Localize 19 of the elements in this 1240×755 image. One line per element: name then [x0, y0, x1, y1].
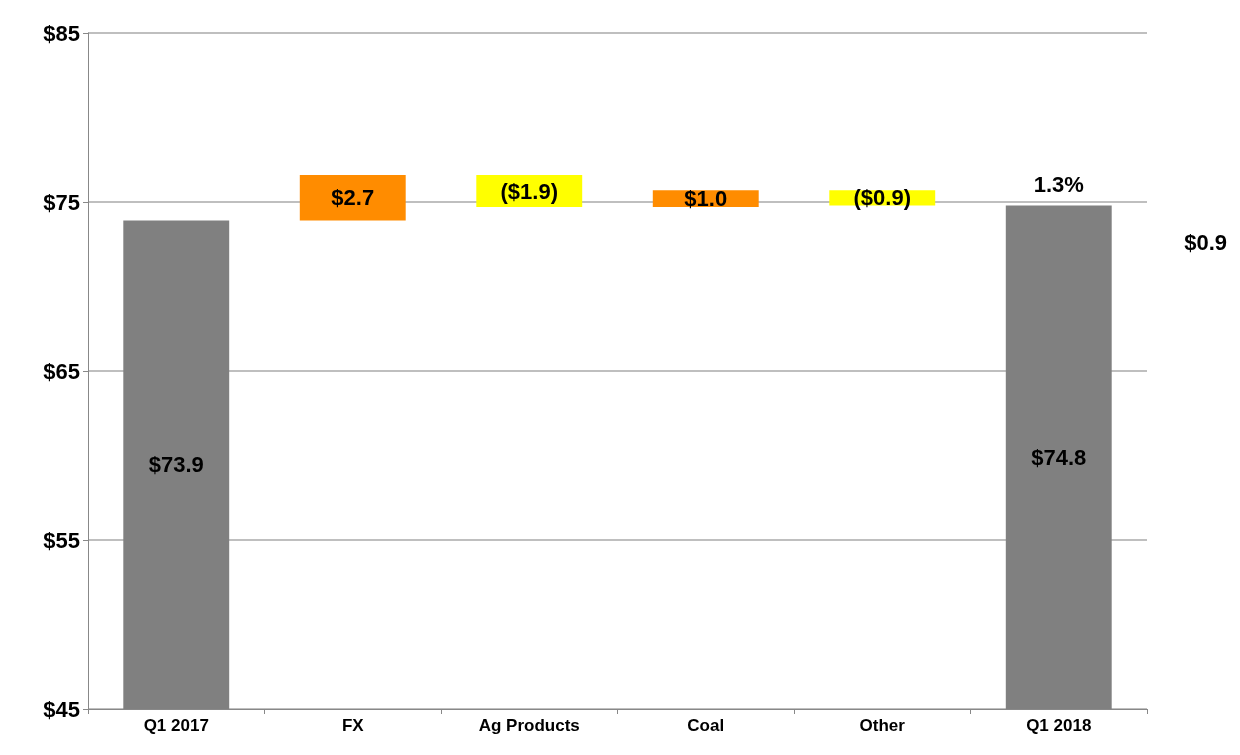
- x-tick-label: Ag Products: [478, 716, 580, 735]
- data-label: $1.0: [684, 186, 728, 212]
- x-tick-label: Coal: [687, 716, 725, 735]
- data-label: $74.8: [1031, 444, 1087, 470]
- y-tick-label: $55: [43, 527, 80, 553]
- x-tick-label: Q1 2017: [143, 716, 209, 735]
- x-tick-label: FX: [341, 716, 365, 735]
- x-tick-label: Q1 2018: [1026, 716, 1092, 735]
- data-label: $73.9: [148, 452, 204, 478]
- annotation: 1.3%: [1033, 171, 1084, 197]
- data-label: ($0.9): [853, 185, 911, 211]
- text: $0.9: [1184, 229, 1228, 255]
- y-tick-label: $75: [43, 189, 80, 215]
- data-label: $2.7: [331, 185, 375, 211]
- y-tick-label: $85: [43, 20, 80, 46]
- x-tick-label: Other: [859, 716, 906, 735]
- y-tick-label: $65: [43, 358, 80, 384]
- data-label: ($1.9): [500, 178, 558, 204]
- y-tick-label: $45: [43, 696, 80, 722]
